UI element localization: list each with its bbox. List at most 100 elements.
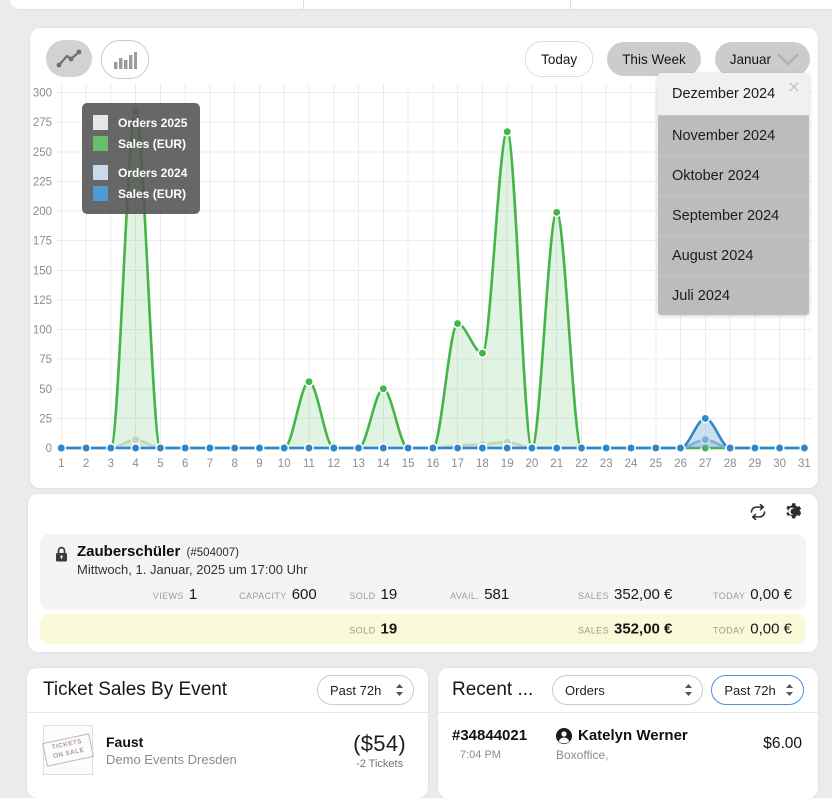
type-select-value: Orders: [565, 682, 605, 698]
legend-swatch: [93, 136, 108, 151]
svg-text:12: 12: [327, 458, 340, 470]
legend-label: Sales (EUR): [118, 136, 187, 151]
lock-icon: [56, 546, 67, 562]
svg-text:13: 13: [352, 458, 365, 470]
month-dropdown-menu: Dezember 2024 × November 2024 Oktober 2024 S…: [658, 73, 809, 315]
svg-text:26: 26: [674, 458, 687, 470]
legend-group: Orders 2025 Sales (EUR): [93, 112, 187, 154]
stat-value: 0,00 €: [750, 620, 792, 638]
card-actions: [748, 502, 803, 521]
recent-title: Recent ...: [452, 679, 534, 700]
svg-text:15: 15: [402, 458, 415, 470]
svg-text:14: 14: [377, 458, 390, 470]
chevron-down-icon: [777, 53, 799, 66]
legend-label: Orders 2025: [118, 115, 188, 130]
legend-swatch: [93, 186, 108, 201]
svg-text:10: 10: [278, 458, 291, 470]
order-amount: $6.00: [763, 735, 802, 752]
this-week-button[interactable]: This Week: [607, 42, 701, 76]
range-select-value: Past 72h: [330, 682, 382, 698]
event-tickets-count: -2 Tickets: [356, 757, 404, 770]
svg-text:31: 31: [798, 458, 811, 470]
ticket-sales-by-event-card: Ticket Sales By Event Past 72h TICKETS O…: [27, 668, 428, 798]
bar-chart-toggle-button[interactable]: [101, 40, 149, 79]
refresh-icon: [750, 503, 766, 520]
svg-text:29: 29: [749, 458, 762, 470]
legend-item: Orders 2024: [93, 162, 187, 183]
svg-text:250: 250: [33, 147, 52, 159]
month-option-label: Dezember 2024: [672, 86, 776, 102]
event-id: (#504007): [186, 547, 239, 559]
top-strip-divider: [303, 0, 304, 9]
gear-icon: [786, 503, 802, 519]
legend-label: Orders 2024: [118, 165, 188, 180]
settings-button[interactable]: [784, 502, 803, 521]
svg-text:16: 16: [427, 458, 440, 470]
stat-value: 352,00 €: [614, 620, 673, 638]
range-buttons: Today This Week Januar: [525, 41, 810, 77]
close-icon[interactable]: ×: [787, 76, 800, 99]
stat-label: SALES: [577, 625, 609, 636]
line-chart-icon: [56, 49, 82, 67]
svg-text:200: 200: [33, 206, 52, 218]
svg-text:20: 20: [526, 458, 539, 470]
month-select-button[interactable]: Januar: [714, 42, 810, 76]
event-organizer: Demo Events Dresden: [106, 751, 237, 767]
month-option-label: Oktober 2024: [672, 167, 760, 184]
select-arrows-icon: [685, 684, 693, 696]
recent-order-row[interactable]: #34844021 7:04 PM Katelyn Werner Boxoffi…: [438, 713, 818, 762]
stat-value: 19: [380, 586, 398, 603]
event-info-block[interactable]: Zauberschüler (#504007) Mittwoch, 1. Jan…: [40, 534, 806, 610]
order-id: #34844021: [452, 727, 528, 744]
svg-text:75: 75: [39, 354, 52, 366]
month-option[interactable]: September 2024: [658, 195, 809, 235]
svg-text:9: 9: [256, 458, 262, 470]
svg-text:6: 6: [182, 458, 188, 470]
svg-text:3: 3: [108, 458, 114, 470]
recent-range-select[interactable]: Past 72h: [711, 675, 804, 705]
bar-chart-icon: [114, 51, 137, 69]
refresh-button[interactable]: [748, 503, 768, 521]
month-select-label: Januar: [729, 51, 771, 67]
stat-label: CAPACITY: [239, 591, 287, 601]
svg-text:27: 27: [699, 458, 712, 470]
chart-type-toggles: [46, 40, 149, 79]
month-option[interactable]: Dezember 2024 ×: [658, 73, 809, 115]
ticket-sales-title: Ticket Sales By Event: [43, 679, 228, 700]
svg-text:125: 125: [33, 295, 52, 307]
month-option[interactable]: Juli 2024: [658, 275, 809, 315]
person-icon: [556, 727, 572, 744]
select-arrows-icon: [786, 684, 793, 696]
legend-group: Orders 2024 Sales (EUR): [93, 162, 187, 204]
svg-text:24: 24: [625, 458, 638, 470]
svg-text:5: 5: [157, 458, 163, 470]
stat-value: 600: [291, 586, 317, 603]
legend-label: Sales (EUR): [118, 186, 187, 201]
svg-text:28: 28: [724, 458, 737, 470]
stat-value: 19: [380, 620, 398, 638]
today-button[interactable]: Today: [525, 41, 594, 77]
legend-swatch: [93, 115, 108, 130]
svg-text:22: 22: [575, 458, 588, 470]
month-option-label: August 2024: [672, 247, 754, 264]
legend-item: Sales (EUR): [93, 133, 187, 154]
svg-text:275: 275: [33, 117, 52, 129]
svg-text:0: 0: [46, 443, 52, 455]
ticket-sales-range-select[interactable]: Past 72h: [317, 675, 414, 705]
month-option[interactable]: November 2024: [658, 115, 809, 155]
month-option[interactable]: Oktober 2024: [658, 155, 809, 195]
month-option-label: November 2024: [672, 127, 776, 144]
line-chart-toggle-button[interactable]: [46, 40, 92, 77]
svg-text:30: 30: [773, 458, 786, 470]
event-sales-amount: ($54): [353, 730, 406, 756]
stat-value: 352,00 €: [614, 586, 673, 603]
stat-label: SOLD: [349, 591, 376, 601]
recent-type-select[interactable]: Orders: [552, 675, 704, 705]
svg-text:175: 175: [33, 236, 52, 248]
totals-row: SOLD 19 SALES 352,00 € TODAY 0,00 €: [40, 614, 806, 644]
month-option-label: Juli 2024: [672, 287, 731, 304]
ticket-sales-row[interactable]: TICKETS ON SALE Faust Demo Events Dresde…: [27, 713, 428, 775]
svg-text:21: 21: [550, 458, 563, 470]
month-option[interactable]: August 2024: [658, 235, 809, 275]
svg-text:2: 2: [83, 458, 89, 470]
